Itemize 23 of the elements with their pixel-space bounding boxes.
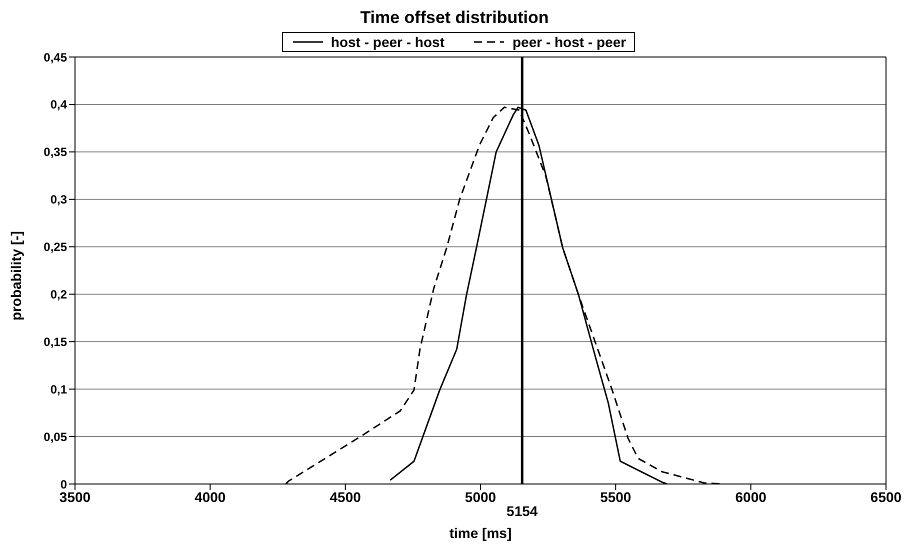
x-axis-title: time [ms]: [449, 525, 512, 541]
y-tick-label: 0,05: [44, 430, 68, 444]
x-tick-label: 6500: [870, 488, 902, 505]
x-tick-label: 6000: [735, 488, 767, 505]
y-tick-label: 0,45: [44, 50, 68, 64]
y-axis-title: probability [-]: [8, 231, 24, 320]
y-tick-label: 0,35: [44, 145, 68, 160]
y-tick-label: 0,3: [50, 192, 68, 207]
x-tick-label: 3500: [59, 488, 91, 505]
y-tick-label: 0: [60, 477, 68, 492]
y-tick-label: 0,2: [50, 287, 68, 302]
x-tick-label: 4500: [330, 488, 362, 505]
x-tick-label: 5500: [600, 488, 632, 505]
ref-line-label: 5154: [506, 502, 538, 519]
x-tick-label: 4000: [194, 488, 226, 505]
legend-label: host - peer - host: [330, 34, 444, 50]
y-tick-label: 0,4: [50, 98, 68, 112]
y-tick-label: 0,25: [44, 240, 68, 254]
y-tick-label: 0,15: [44, 334, 68, 349]
x-tick-label: 5000: [464, 488, 496, 505]
y-tick-label: 0,1: [50, 382, 68, 396]
legend-label: peer - host - peer: [511, 34, 626, 50]
chart-title: Time offset distribution: [359, 8, 550, 29]
